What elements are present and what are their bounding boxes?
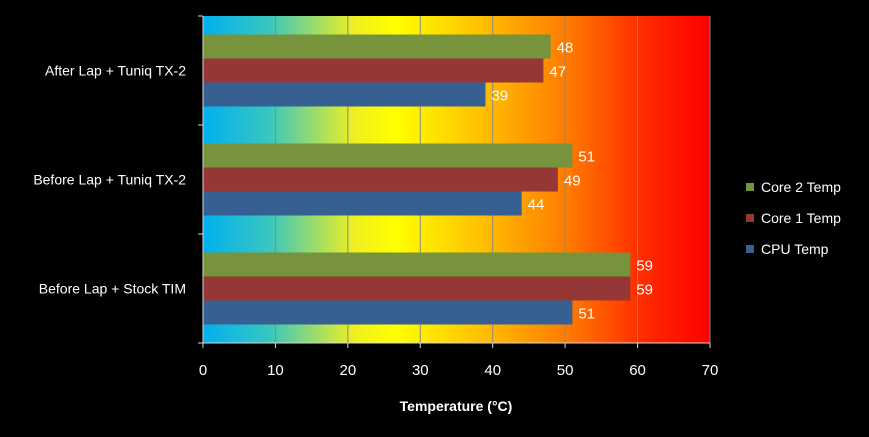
x-axis-title: Temperature (°C) (400, 398, 513, 414)
bar-3-core-2-temp (203, 252, 631, 277)
legend-swatch-cpu-temp (746, 245, 754, 253)
x-tick-label-70: 70 (702, 362, 719, 379)
bar-1-core-2-temp (203, 34, 551, 59)
data-label-1-core-2-temp: 48 (557, 40, 574, 57)
bar-3-cpu-temp (203, 300, 573, 325)
bar-2-cpu-temp (203, 191, 522, 216)
axes-layer (198, 15, 711, 348)
x-tick-label-40: 40 (484, 362, 501, 379)
bar-2-core-1-temp (203, 167, 558, 192)
data-label-3-cpu-temp: 51 (578, 306, 595, 323)
legend-label-core-1-temp: Core 1 Temp (761, 210, 841, 226)
x-tick-label-0: 0 (199, 362, 207, 379)
legend-swatch-core-2-temp (746, 183, 754, 191)
data-label-1-core-1-temp: 47 (549, 64, 566, 81)
data-label-3-core-2-temp: 59 (636, 258, 653, 275)
category-label-3: Before Lap + Stock TIM (39, 281, 186, 297)
bar-1-cpu-temp (203, 82, 486, 107)
x-tick-label-20: 20 (340, 362, 357, 379)
legend-label-core-2-temp: Core 2 Temp (761, 179, 841, 195)
x-tick-label-60: 60 (629, 362, 646, 379)
labels-layer: 48 47 39 After Lap + Tuniq TX-2 51 49 44 Before… (33, 40, 718, 380)
bar-3-core-1-temp (203, 276, 631, 301)
x-tick-label-30: 30 (412, 362, 429, 379)
legend-swatch-core-1-temp (746, 214, 754, 222)
data-label-2-core-2-temp: 51 (578, 149, 595, 166)
data-label-1-cpu-temp: 39 (491, 88, 508, 105)
data-label-2-cpu-temp: 44 (528, 197, 545, 214)
category-label-2: Before Lap + Tuniq TX-2 (33, 172, 186, 188)
x-tick-label-50: 50 (557, 362, 574, 379)
data-label-3-core-1-temp: 59 (636, 282, 653, 299)
x-tick-label-10: 10 (267, 362, 284, 379)
legend: Core 2 Temp Core 1 Temp CPU Temp (746, 179, 841, 257)
bars-layer (203, 34, 631, 325)
data-label-2-core-1-temp: 49 (564, 173, 581, 190)
bar-2-core-2-temp (203, 143, 573, 168)
bar-1-core-1-temp (203, 58, 544, 83)
legend-label-cpu-temp: CPU Temp (761, 241, 829, 257)
category-label-1: After Lap + Tuniq TX-2 (45, 63, 186, 79)
